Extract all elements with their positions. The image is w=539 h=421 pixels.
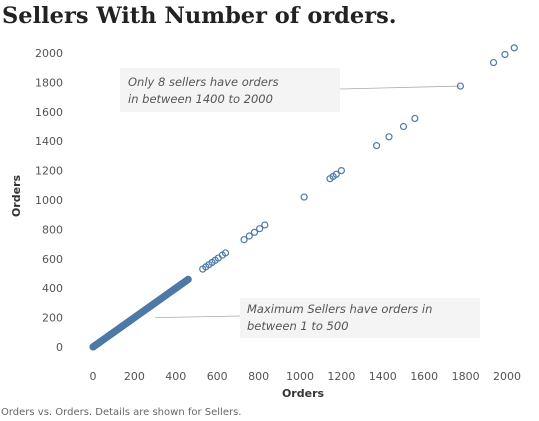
x-axis-title: Orders xyxy=(282,387,325,400)
data-points xyxy=(89,44,518,351)
y-axis-title: Orders xyxy=(10,175,23,218)
data-point xyxy=(337,167,345,175)
annotation-text: in between 1400 to 2000 xyxy=(128,92,273,106)
y-tick-label: 1800 xyxy=(35,76,63,89)
data-point-cluster xyxy=(184,275,192,284)
x-tick-label: 800 xyxy=(248,370,269,383)
data-point xyxy=(501,50,509,59)
data-point xyxy=(399,122,408,131)
annotation-text: between 1 to 500 xyxy=(247,319,349,333)
annotation-text: Maximum Sellers have orders in xyxy=(247,302,432,316)
annotation-text: Only 8 sellers have orders xyxy=(128,75,279,89)
y-tick-label: 2000 xyxy=(35,47,63,60)
chart-title: Sellers With Number of orders. xyxy=(2,3,397,29)
x-tick-label: 1200 xyxy=(327,370,355,383)
data-point xyxy=(261,221,269,229)
chart-caption: Orders vs. Orders. Details are shown for… xyxy=(1,407,242,418)
annotation-box xyxy=(240,298,480,338)
y-tick-label: 200 xyxy=(42,312,63,325)
y-tick-label: 600 xyxy=(42,253,63,266)
data-point xyxy=(250,228,259,236)
data-point xyxy=(221,249,230,257)
data-point xyxy=(372,142,381,150)
y-tick-label: 400 xyxy=(42,282,63,295)
data-point xyxy=(489,58,498,67)
y-tick-label: 1600 xyxy=(35,106,63,119)
annotation-layer: Only 8 sellers have orders in between 140… xyxy=(120,68,480,338)
x-tick-label: 1000 xyxy=(286,370,314,383)
y-tick-label: 0 xyxy=(56,341,63,354)
data-point xyxy=(411,114,419,123)
x-tick-label: 1800 xyxy=(452,370,480,383)
data-point xyxy=(256,225,264,233)
annotation-leader-line xyxy=(155,315,241,318)
x-tick-label: 2000 xyxy=(493,370,521,383)
y-tick-label: 800 xyxy=(42,223,63,236)
x-tick-label: 600 xyxy=(207,370,228,383)
axes-layer: 0 200 400 600 800 1000 1200 1400 1600 1800 2000 0 20… xyxy=(35,47,521,383)
y-tick-label: 1200 xyxy=(35,165,63,178)
data-point xyxy=(510,44,518,52)
data-point xyxy=(245,232,253,240)
y-tick-label: 1000 xyxy=(35,194,63,207)
data-point xyxy=(456,82,465,90)
data-point xyxy=(332,170,340,178)
x-tick-label: 200 xyxy=(124,370,145,383)
data-point xyxy=(240,236,248,244)
x-tick-label: 1400 xyxy=(369,370,397,383)
data-point xyxy=(385,133,393,141)
x-tick-label: 0 xyxy=(90,370,97,383)
y-tick-label: 1400 xyxy=(35,135,63,148)
annotation-leader-line xyxy=(339,85,461,90)
x-tick-label: 400 xyxy=(165,370,186,383)
data-point xyxy=(300,193,308,201)
annotation-box xyxy=(120,68,340,112)
x-tick-label: 1600 xyxy=(410,370,438,383)
